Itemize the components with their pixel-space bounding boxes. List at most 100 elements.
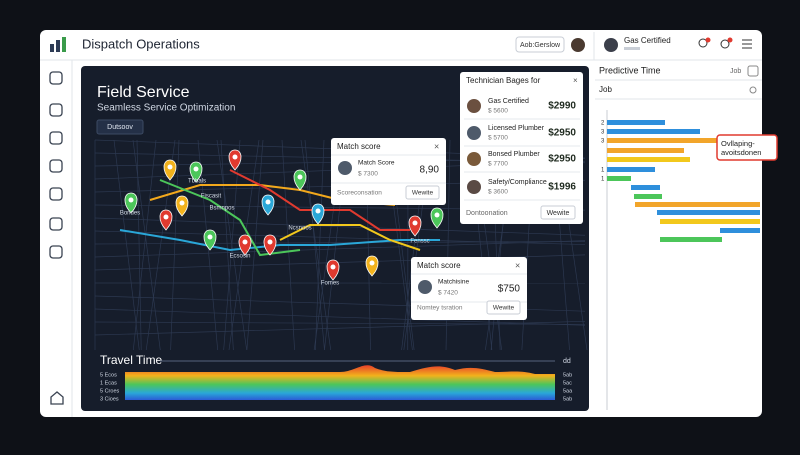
technician-button-label: Wewite [547,210,570,217]
travel-row-label: 5 Ecos [100,372,117,378]
gantt-bar [660,237,722,242]
map-subtitle: Seamless Service Optimization [97,103,235,114]
pin-dot [194,167,199,172]
pin-dot [180,201,185,206]
technician-sub: $ 3600 [488,189,508,196]
travel-row-label: 5 Croes [100,388,120,394]
technician-name: Gas Certified [488,98,529,105]
technician-name: Safety/Compliance [488,179,547,186]
gantt-bar [720,228,760,233]
match-name: Matchisine [438,279,469,286]
header-button-label: Aob:Gerslow [520,42,561,49]
match-footer: Scoreconsation [337,190,382,197]
pin-dot [268,240,273,245]
travel-row-value: 5ab [563,372,572,378]
avatar[interactable] [571,38,585,52]
technician-name: Licensed Plumber [488,125,545,132]
technician-photo [467,152,481,166]
technician-footer: Dontoonation [466,210,508,217]
pin-dot [266,200,271,205]
pin-dot [370,261,375,266]
user-name: Gas Certified [624,36,671,45]
map-label: Bsmnpos [209,206,234,212]
app-title: Dispatch Operations [82,36,200,51]
travel-title: Travel Time [100,353,163,367]
pin-dot [129,198,134,203]
pin-dot [164,215,169,220]
map-label: Fomes [321,281,339,287]
pin-dot [243,240,248,245]
match-button-label: Wewite [412,190,434,197]
technician-sub: $ 5700 [488,135,508,142]
gantt-bar [607,157,690,162]
gantt-bar [631,185,660,190]
technician-photo [467,180,481,194]
match-photo [418,280,432,294]
travel-row-value: 5ab [563,396,572,402]
map-label: Ncsnoos [288,226,311,232]
gantt-bar [607,120,665,125]
close-button[interactable]: × [573,76,578,85]
technician-title: Technician Bages for [466,76,541,85]
pin-dot [233,155,238,160]
match-button-label: Wewite [493,305,515,312]
match-title: Match score [417,261,461,270]
gantt-bar [607,129,700,134]
predictive-title: Predictive Time [599,65,661,75]
technician-price: $2950 [548,154,576,165]
pin-dot [435,213,440,218]
technician-sub: $ 5600 [488,108,508,115]
map-label: Ecsosin [229,254,250,260]
match-sub: $ 7300 [358,171,378,178]
close-button[interactable]: × [515,260,520,270]
match-name: Match Score [358,160,395,167]
user-avatar[interactable] [604,38,618,52]
gantt-bar [607,138,718,143]
technician-name: Bonsed Plumber [488,151,540,158]
match-photo [338,161,352,175]
predictive-tab[interactable]: Job [730,68,741,75]
technician-sub: $ 7700 [488,161,508,168]
close-button[interactable]: × [434,141,439,151]
match-sub: $ 7420 [438,290,458,297]
technician-price: $2990 [548,101,576,112]
pin-dot [208,235,213,240]
travel-row-value: 5aa [563,388,573,394]
match-footer: Nomtey tsration [417,305,463,312]
map-label: Bondes [120,211,140,217]
gantt-bar [657,210,760,215]
map-label: Tbbals [188,179,206,185]
match-score: 8,90 [420,165,440,176]
pin-dot [316,209,321,214]
map-title: Field Service [97,84,190,101]
technician-price: $2950 [548,128,576,139]
travel-unit: dd [563,358,571,365]
travel-row-label: 1 Ecas [100,380,117,386]
gantt-bar [635,202,760,207]
technician-price: $1996 [548,182,576,193]
callout-text: Ovllaping- avoitsdonen [721,139,761,157]
pin-dot [168,165,173,170]
gantt-bar [607,176,631,181]
gantt-bar [607,167,655,172]
map-button-label: Dutsoov [107,124,133,131]
technician-panel [460,72,583,224]
gantt-bar [607,148,684,153]
pin-dot [298,175,303,180]
pin-dot [413,221,418,226]
map-label: Fenssc [410,239,429,245]
predictive-section: Job [599,85,612,94]
technician-photo [467,99,481,113]
match-score: $750 [498,284,521,295]
pin-dot [331,265,336,270]
gantt-bar [634,194,662,199]
gantt-bar [660,219,760,224]
user-sub [624,47,640,50]
map-label: Fiscasit [201,194,222,200]
match-title: Match score [337,142,381,151]
technician-photo [467,126,481,140]
travel-row-label: 3 Cioes [100,396,119,402]
